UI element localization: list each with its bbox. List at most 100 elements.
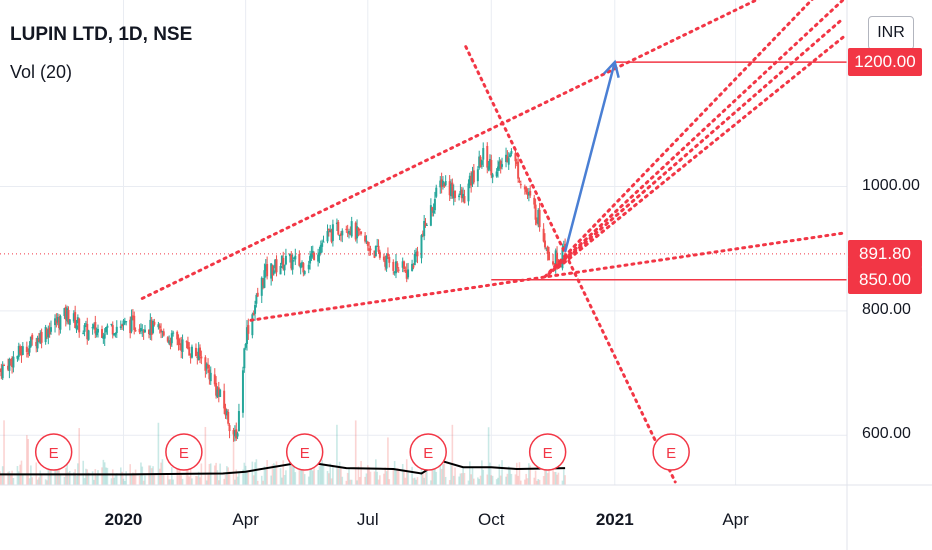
candle-body	[125, 321, 128, 323]
volume-bar	[44, 479, 47, 485]
candle-body	[0, 368, 3, 377]
volume-bar	[393, 461, 396, 485]
candle-body	[103, 334, 106, 339]
candle-body	[357, 227, 360, 231]
earnings-marker[interactable]: E	[165, 433, 203, 471]
candle-body	[366, 241, 369, 246]
volume-bar	[66, 461, 68, 485]
volume-bar	[440, 468, 443, 485]
volume-bar	[234, 479, 236, 485]
candle-body	[346, 232, 349, 234]
earnings-marker[interactable]: E	[285, 433, 324, 471]
volume-bar	[56, 461, 59, 485]
candle-body	[20, 352, 23, 356]
earnings-marker[interactable]: E	[652, 433, 690, 471]
candle-body	[439, 180, 442, 188]
earnings-marker[interactable]: E	[528, 433, 567, 471]
volume-bar	[17, 471, 20, 485]
earnings-marker[interactable]: E	[34, 433, 73, 471]
volume-bar	[199, 477, 201, 485]
volume-bar	[525, 473, 527, 485]
volume-bar	[133, 473, 136, 485]
volume-bar	[526, 478, 529, 485]
volume-bar	[7, 471, 9, 485]
volume-bar	[28, 478, 31, 485]
candle-body	[166, 337, 169, 342]
volume-bar	[307, 476, 310, 485]
volume-bar	[385, 471, 388, 485]
candle-body	[255, 294, 258, 304]
candle-body	[290, 254, 293, 269]
volume-bar	[330, 478, 333, 485]
volume-bar	[149, 465, 152, 485]
volume-bar	[22, 473, 24, 485]
earnings-marker-label: E	[179, 445, 189, 462]
candle-body	[545, 247, 548, 249]
candle-body	[533, 197, 536, 205]
volume-bar	[373, 471, 376, 485]
volume-bar	[495, 479, 498, 485]
candle-body	[339, 233, 342, 236]
volume-bar	[273, 463, 275, 485]
volume-bar	[422, 472, 424, 485]
volume-bar	[392, 468, 395, 485]
candle-body	[169, 340, 172, 346]
candle-body	[160, 329, 163, 333]
volume-bar	[442, 464, 444, 485]
volume-indicator-label[interactable]: Vol (20)	[10, 62, 73, 82]
candle-body	[443, 183, 446, 187]
currency-button[interactable]: INR	[868, 16, 914, 50]
price-tag: 1200.00	[848, 48, 922, 77]
volume-bar	[227, 467, 229, 485]
candle-body	[472, 170, 475, 183]
volume-bar	[321, 459, 323, 485]
volume-bar	[150, 468, 153, 485]
candle-body	[58, 317, 61, 329]
volume-bar	[180, 475, 183, 485]
volume-bar	[426, 467, 428, 485]
volume-bar	[134, 469, 137, 485]
volume-bar	[450, 463, 452, 485]
candle-body	[510, 151, 513, 154]
volume-bar	[91, 471, 94, 485]
volume-bar	[507, 466, 510, 485]
volume-bar	[520, 480, 522, 485]
candle-body	[12, 356, 15, 368]
candle-body	[196, 356, 199, 358]
volume-bar	[350, 479, 353, 485]
candle-body	[514, 153, 517, 162]
candle-body	[94, 321, 97, 334]
candle-body	[114, 333, 117, 335]
candlesticks	[0, 142, 567, 442]
candle-body	[299, 263, 302, 269]
volume-bar	[97, 470, 99, 485]
candle-body	[141, 329, 144, 331]
volume-bar	[125, 471, 127, 485]
candle-body	[496, 166, 499, 171]
volume-bar	[463, 472, 466, 485]
candle-body	[115, 326, 118, 333]
volume-bar	[499, 475, 502, 485]
volume-bar	[195, 475, 197, 485]
candle-body	[133, 315, 136, 330]
candle-body	[74, 312, 77, 328]
candle-body	[450, 184, 453, 196]
candle-body	[454, 190, 457, 198]
candle-body	[219, 389, 222, 397]
volume-bar	[213, 465, 216, 485]
earnings-marker[interactable]: E	[409, 433, 447, 471]
volume-bar	[187, 464, 189, 485]
candle-body	[56, 316, 59, 322]
volume-bar	[75, 475, 78, 485]
candle-body	[7, 365, 10, 370]
volume-bar	[95, 475, 98, 485]
candle-body	[407, 269, 410, 278]
volume-bar	[255, 459, 258, 485]
volume-bar	[322, 464, 325, 485]
volume-bar	[311, 470, 314, 485]
candle-body	[326, 231, 329, 242]
volume-bar	[479, 475, 482, 485]
candle-body	[495, 171, 498, 177]
candle-body	[25, 346, 28, 352]
